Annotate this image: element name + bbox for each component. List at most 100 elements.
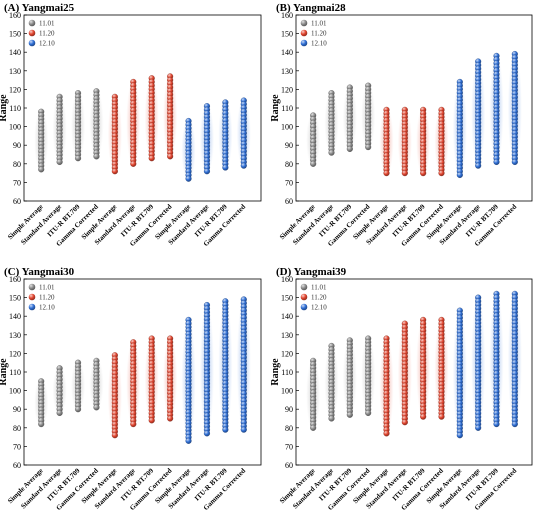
data-point	[401, 170, 408, 177]
data-point	[93, 404, 100, 411]
y-tick-label: 150	[9, 294, 21, 303]
y-axis-label: Range	[270, 94, 281, 122]
legend-label: 11.01	[311, 284, 327, 292]
y-tick-label: 80	[13, 424, 21, 433]
data-point	[420, 413, 427, 420]
legend-label: 11.01	[39, 284, 55, 292]
data-point	[167, 415, 174, 422]
y-tick-label: 70	[285, 178, 293, 187]
y-tick-label: 150	[281, 30, 293, 39]
data-point	[111, 432, 118, 439]
y-tick-label: 160	[281, 11, 293, 20]
chart-title: (C) Yangmai30	[4, 266, 75, 278]
panel-2: (B) Yangmai28 60 70 80 90 100 110 120 130 140 150 1…	[270, 2, 533, 248]
legend-label: 12.10	[311, 304, 327, 312]
panel-3: (C) Yangmai30 60 70 80 90 100 110 120 130 140 150 1…	[0, 266, 262, 511]
legend-label: 11.01	[311, 20, 327, 28]
y-tick-label: 130	[281, 67, 293, 76]
data-point	[365, 144, 372, 151]
y-tick-label: 100	[9, 123, 21, 132]
data-point	[401, 419, 408, 426]
data-point	[74, 406, 82, 413]
legend-label: 12.10	[39, 40, 55, 48]
y-tick-label: 150	[281, 294, 293, 303]
y-tick-label: 100	[281, 123, 293, 132]
data-point	[456, 432, 463, 439]
data-point	[74, 155, 82, 162]
legend-marker-12.10	[28, 39, 36, 47]
data-point	[222, 426, 229, 433]
y-tick-label: 140	[281, 312, 293, 321]
y-tick-label: 90	[13, 141, 21, 150]
legend-marker-11.01	[300, 283, 308, 291]
legend-marker-11.01	[28, 19, 36, 27]
data-point	[240, 426, 247, 433]
data-point	[493, 421, 500, 428]
legend-label: 12.10	[39, 304, 55, 312]
y-tick-label: 60	[285, 197, 293, 206]
data-point	[185, 175, 192, 182]
data-point	[493, 158, 500, 165]
data-point	[130, 421, 137, 428]
y-tick-label: 100	[9, 387, 21, 396]
y-tick-label: 60	[13, 461, 21, 470]
y-tick-label: 80	[285, 160, 293, 169]
y-tick-label: 130	[9, 67, 21, 76]
y-tick-label: 70	[285, 442, 293, 451]
data-point	[365, 409, 372, 416]
y-tick-label: 120	[281, 85, 293, 94]
data-point	[203, 430, 211, 437]
y-tick-label: 90	[285, 141, 293, 150]
legend-label: 11.20	[311, 294, 327, 302]
legend-marker-11.20	[28, 29, 36, 37]
data-point	[328, 149, 335, 156]
legend-marker-11.20	[300, 29, 308, 37]
data-point	[310, 160, 317, 167]
y-tick-label: 160	[9, 275, 21, 284]
data-point	[346, 411, 353, 418]
data-point	[167, 153, 174, 160]
data-point	[511, 421, 518, 428]
legend-marker-12.10	[300, 39, 308, 47]
legend-label: 12.10	[311, 40, 327, 48]
panel-4: (D) Yangmai39 60 70 80 90 100 110 120 130 140 150 1…	[270, 266, 533, 511]
data-point	[56, 409, 63, 416]
data-point	[475, 162, 482, 169]
data-point	[240, 162, 247, 169]
y-tick-label: 140	[9, 48, 21, 57]
y-tick-label: 110	[281, 368, 293, 377]
data-point	[438, 413, 445, 420]
data-point	[456, 171, 463, 179]
data-point	[130, 160, 137, 167]
data-point	[203, 168, 211, 175]
legend-marker-11.20	[28, 293, 36, 301]
y-tick-label: 100	[281, 387, 293, 396]
legend-label: 11.01	[39, 20, 55, 28]
y-tick-label: 120	[281, 349, 293, 358]
chart-title: (D) Yangmai39	[276, 266, 347, 278]
data-point	[310, 424, 317, 431]
data-point	[328, 415, 335, 422]
legend-label: 11.20	[39, 30, 55, 38]
data-point	[346, 145, 353, 152]
chart-title: (B) Yangmai28	[276, 2, 346, 14]
y-tick-label: 70	[13, 178, 21, 187]
y-tick-label: 140	[281, 48, 293, 57]
y-tick-label: 150	[9, 30, 21, 39]
y-tick-label: 80	[13, 160, 21, 169]
y-tick-label: 120	[9, 85, 21, 94]
data-point	[148, 417, 155, 424]
data-point	[93, 153, 100, 160]
legend-marker-11.01	[28, 283, 36, 291]
legend-marker-11.01	[300, 19, 308, 27]
data-point	[148, 155, 155, 162]
y-tick-label: 130	[281, 331, 293, 340]
panel-1: (A) Yangmai25 60 70 80 90 100 110 120 130 140 150 1…	[0, 2, 262, 248]
y-tick-label: 130	[9, 331, 21, 340]
y-tick-label: 120	[9, 349, 21, 358]
y-tick-label: 90	[13, 405, 21, 414]
data-point	[38, 421, 45, 428]
data-point	[511, 158, 518, 165]
data-point	[475, 424, 482, 431]
